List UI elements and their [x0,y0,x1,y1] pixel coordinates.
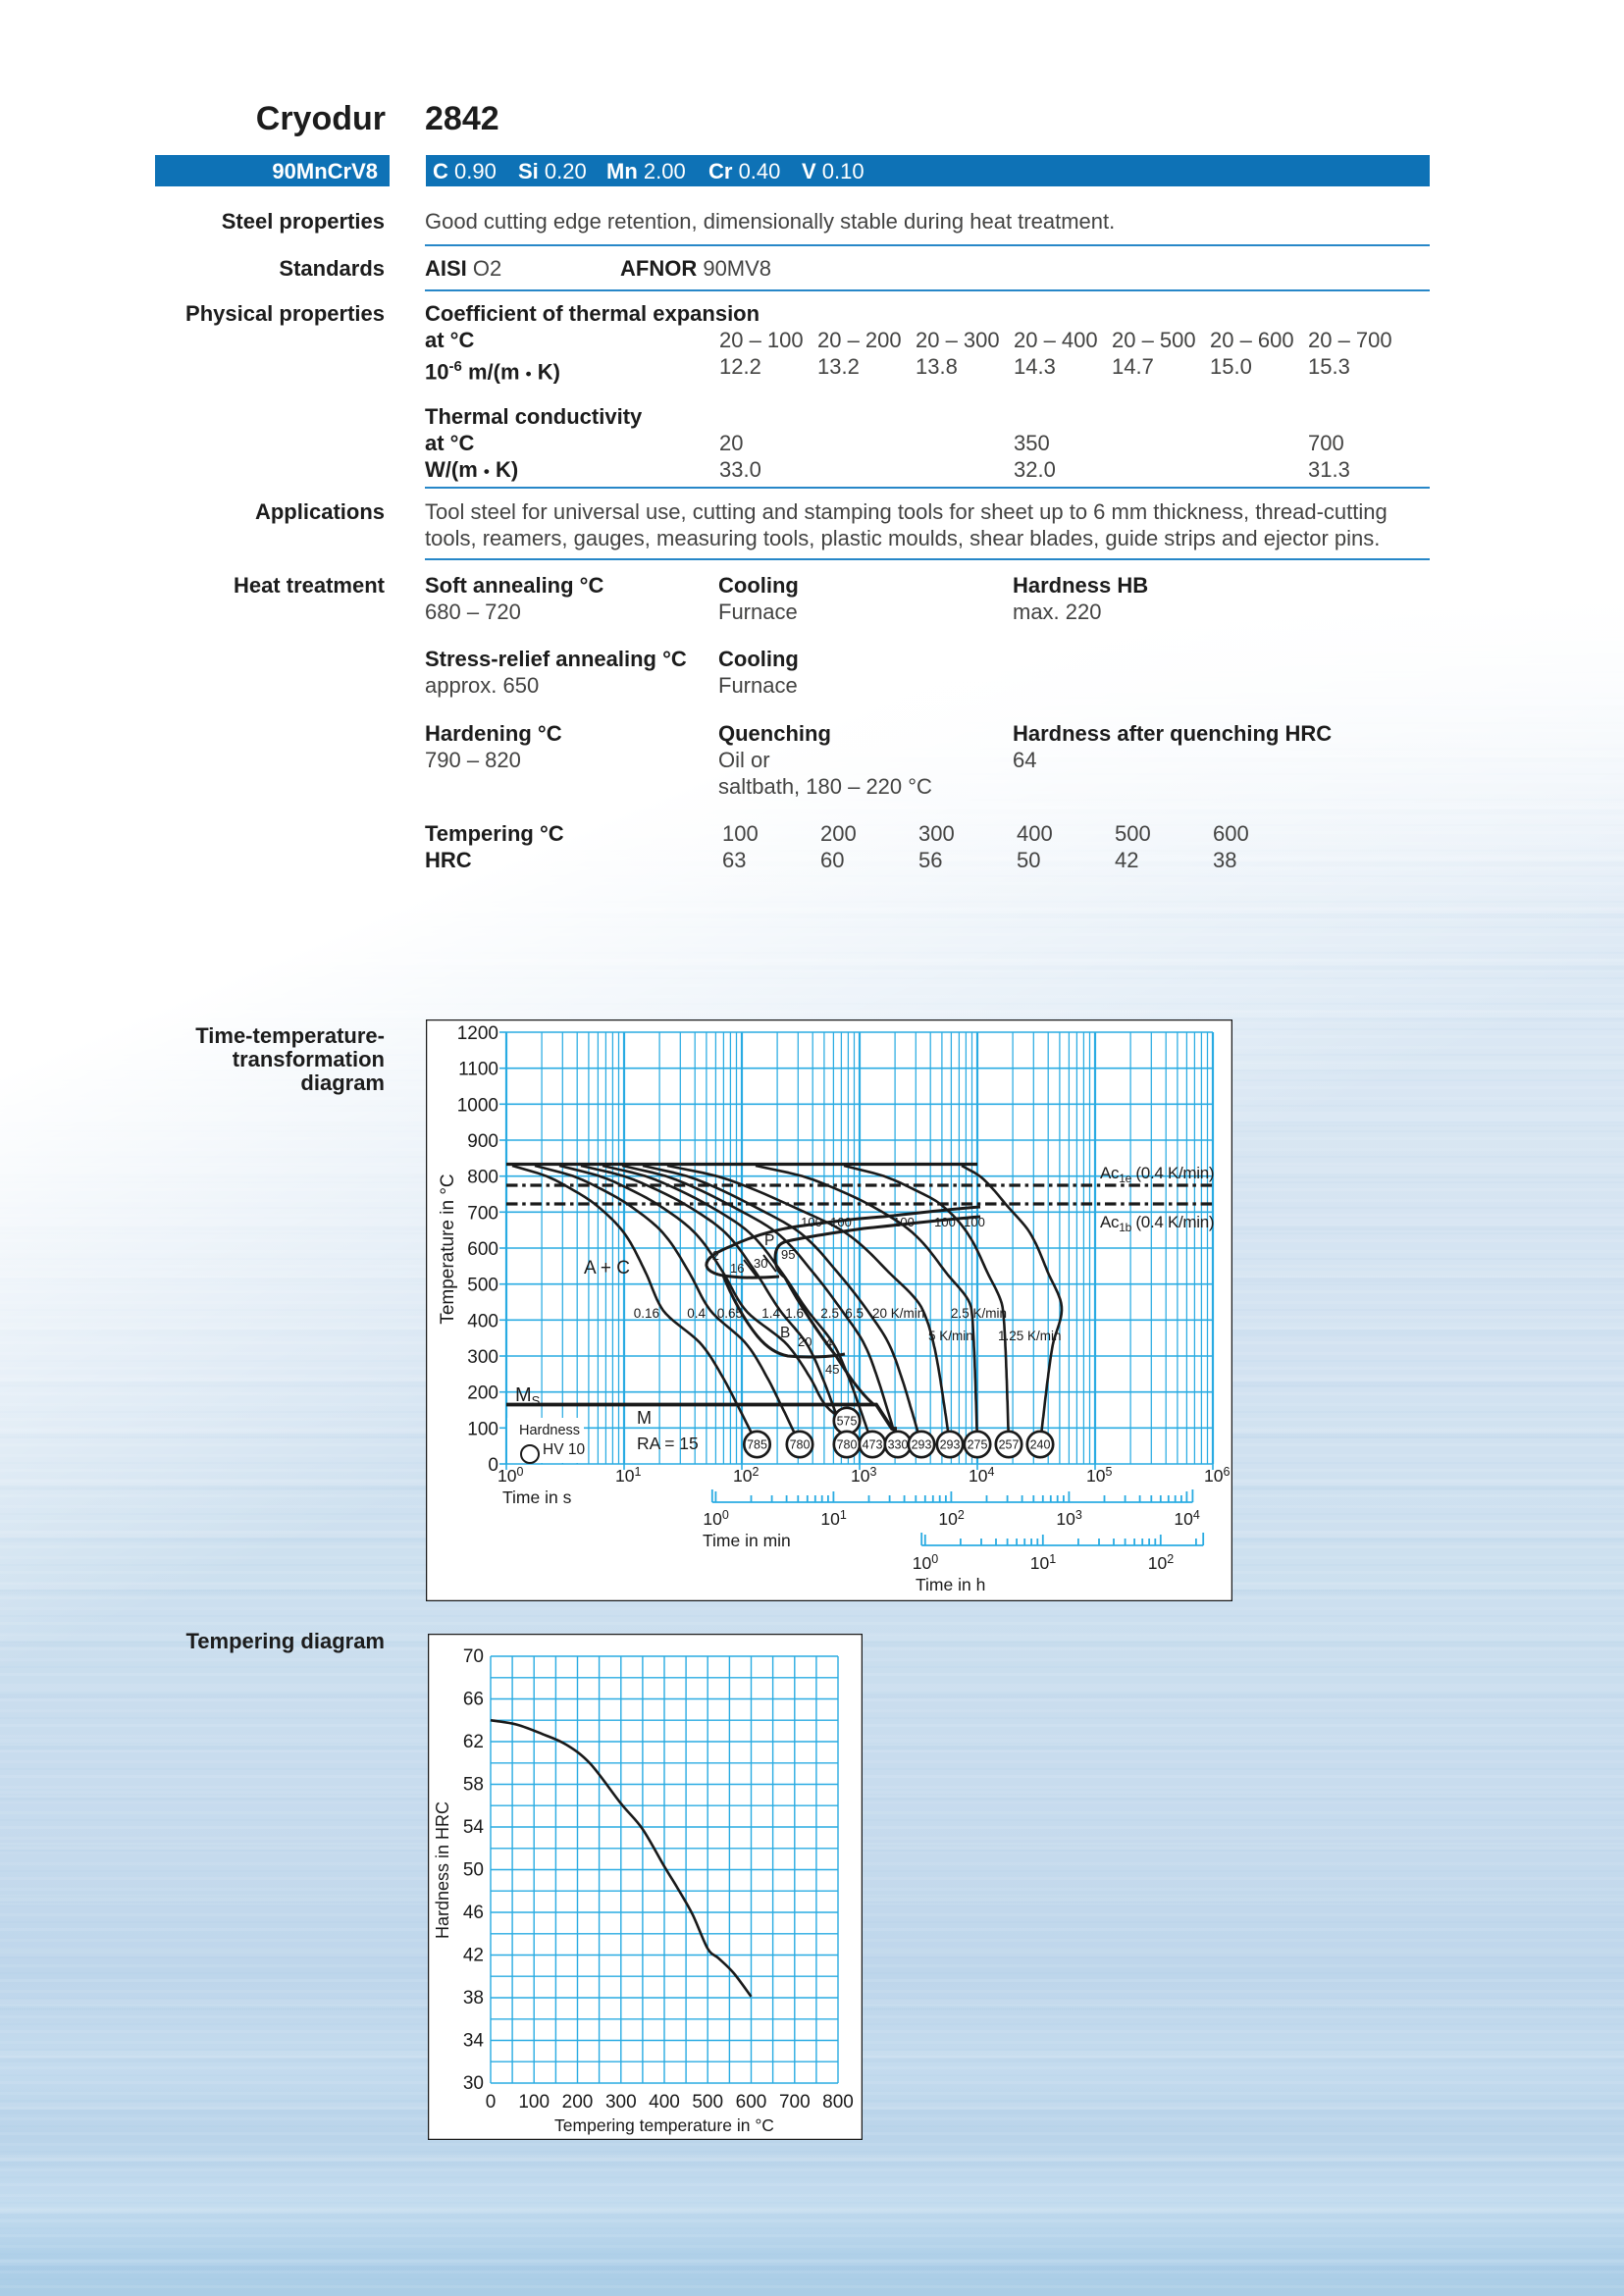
svg-text:54: 54 [463,1817,485,1838]
svg-text:Ac1e (0.4 K/min): Ac1e (0.4 K/min) [1100,1164,1214,1185]
svg-text:2: 2 [712,1248,719,1263]
svg-text:Time in min: Time in min [703,1531,791,1550]
svg-text:1100: 1100 [458,1060,498,1080]
svg-text:42: 42 [463,1946,484,1966]
svg-text:575: 575 [837,1414,858,1428]
svg-text:70: 70 [463,1646,484,1667]
svg-text:800: 800 [467,1168,498,1188]
svg-text:800: 800 [822,2092,854,2113]
svg-text:0.4: 0.4 [687,1306,706,1321]
svg-text:M: M [637,1408,652,1428]
svg-text:46: 46 [463,1903,484,1923]
svg-text:30: 30 [754,1256,767,1271]
svg-text:400: 400 [649,2092,680,2113]
svg-text:30: 30 [463,2073,484,2094]
svg-text:780: 780 [837,1437,858,1451]
svg-text:400: 400 [467,1311,498,1331]
svg-text:900: 900 [467,1131,498,1152]
svg-text:200: 200 [562,2092,594,2113]
svg-text:2.5 K/min: 2.5 K/min [951,1306,1007,1321]
svg-text:100: 100 [518,2092,550,2113]
svg-text:100: 100 [934,1215,956,1229]
svg-text:293: 293 [912,1437,932,1451]
svg-text:0: 0 [486,2092,497,2113]
svg-text:330: 330 [888,1437,909,1451]
svg-text:600: 600 [736,2092,767,2113]
svg-text:0.16: 0.16 [634,1306,659,1321]
svg-text:200: 200 [467,1383,498,1404]
svg-text:16: 16 [730,1261,744,1276]
svg-text:0.65: 0.65 [717,1306,743,1321]
svg-text:A + C: A + C [584,1258,630,1278]
svg-text:500: 500 [467,1276,498,1296]
svg-text:240: 240 [1030,1437,1051,1451]
svg-text:300: 300 [467,1347,498,1368]
svg-text:500: 500 [692,2092,723,2113]
svg-text:Temperature in °C: Temperature in °C [438,1174,458,1324]
svg-text:Hardness: Hardness [519,1423,580,1438]
svg-text:Time in h: Time in h [916,1575,985,1594]
svg-text:275: 275 [968,1437,988,1451]
svg-text:1.25 K/min: 1.25 K/min [998,1329,1062,1343]
svg-text:257: 257 [999,1437,1020,1451]
svg-text:4: 4 [825,1335,832,1350]
svg-text:Ac1b (0.4 K/min): Ac1b (0.4 K/min) [1100,1213,1214,1234]
svg-text:5 K/min: 5 K/min [928,1329,973,1343]
svg-text:RA = 15: RA = 15 [637,1434,699,1453]
svg-text:66: 66 [463,1690,484,1710]
svg-text:100: 100 [830,1215,852,1229]
svg-text:B: B [780,1325,790,1341]
svg-text:300: 300 [605,2092,637,2113]
svg-text:58: 58 [463,1775,484,1796]
svg-text:HV 10: HV 10 [543,1441,585,1458]
svg-text:700: 700 [779,2092,811,2113]
svg-text:293: 293 [940,1437,961,1451]
svg-text:100: 100 [893,1215,915,1229]
svg-text:45: 45 [825,1362,839,1377]
svg-text:P: P [764,1232,774,1249]
svg-text:100: 100 [964,1215,985,1229]
svg-text:785: 785 [747,1437,767,1451]
svg-text:1200: 1200 [457,1023,498,1044]
svg-text:0: 0 [488,1455,498,1476]
svg-text:Hardness in HRC: Hardness in HRC [433,1801,452,1939]
svg-text:62: 62 [463,1732,484,1752]
svg-text:1000: 1000 [457,1095,498,1116]
svg-text:100: 100 [801,1215,822,1229]
svg-text:6.5: 6.5 [845,1306,864,1321]
svg-text:1.4: 1.4 [761,1306,780,1321]
svg-text:20 K/min: 20 K/min [872,1306,924,1321]
svg-text:34: 34 [463,2031,485,2052]
svg-text:2.5: 2.5 [820,1306,839,1321]
svg-text:50: 50 [463,1860,484,1881]
svg-text:700: 700 [467,1203,498,1224]
svg-text:Time in s: Time in s [502,1487,572,1507]
svg-text:780: 780 [790,1437,811,1451]
svg-text:473: 473 [863,1437,883,1451]
svg-text:95: 95 [781,1247,795,1262]
svg-text:600: 600 [467,1239,498,1260]
svg-text:38: 38 [463,1988,484,2009]
svg-text:1.6: 1.6 [785,1306,804,1321]
svg-text:Tempering temperature in °C: Tempering temperature in °C [554,2115,774,2135]
svg-text:20: 20 [798,1334,812,1349]
svg-text:100: 100 [467,1419,498,1439]
